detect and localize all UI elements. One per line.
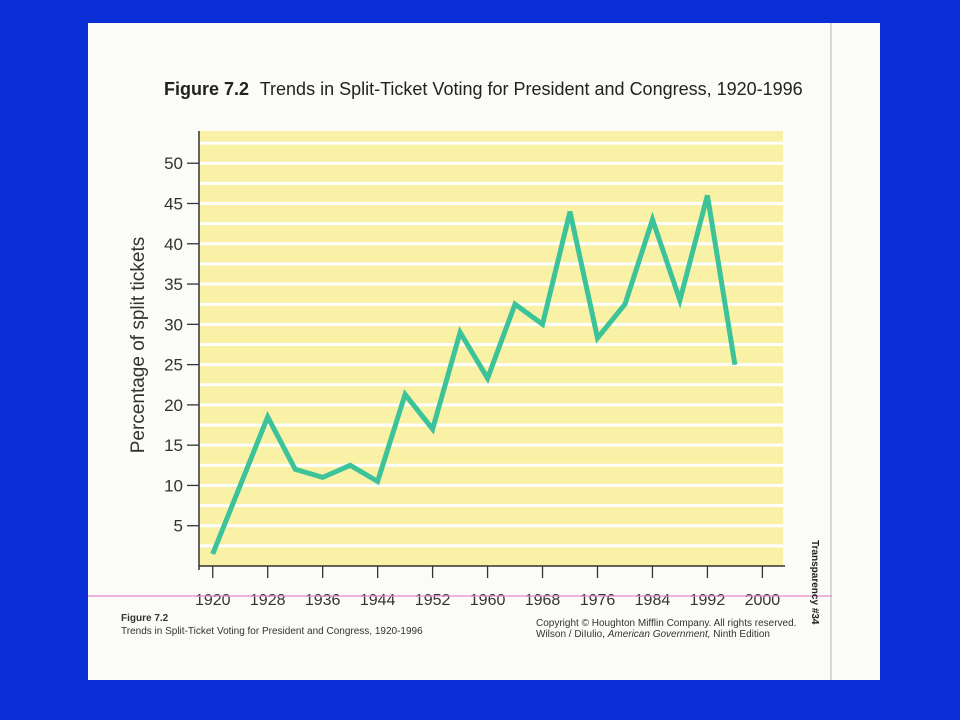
data-point xyxy=(404,393,406,395)
data-point xyxy=(569,211,571,213)
citation-edition: Ninth Edition xyxy=(713,629,770,640)
data-point xyxy=(432,428,434,430)
figure-title: Figure 7.2 Trends in Split-Ticket Voting… xyxy=(164,79,803,100)
data-point xyxy=(459,331,461,333)
x-tick-label: 1920 xyxy=(195,592,231,609)
x-tick-label: 1960 xyxy=(470,592,506,609)
x-tick-label: 1976 xyxy=(580,592,616,609)
citation-line: Wilson / DiIulio, American Government, N… xyxy=(536,629,796,640)
data-point xyxy=(267,416,269,418)
caption-text: Trends in Split-Ticket Voting for Presid… xyxy=(121,626,423,637)
data-point xyxy=(212,553,214,555)
x-tick-label: 1928 xyxy=(250,592,286,609)
y-tick-label: 30 xyxy=(164,315,183,334)
x-tick-label: 2000 xyxy=(745,592,781,609)
data-point xyxy=(322,476,324,478)
caption-number: Figure 7.2 xyxy=(121,613,169,624)
data-point xyxy=(734,364,736,366)
x-tick-label: 1968 xyxy=(525,592,561,609)
y-tick-label: 35 xyxy=(164,275,183,294)
sheet-edge xyxy=(830,23,832,680)
data-point xyxy=(596,337,598,339)
data-point xyxy=(542,323,544,325)
y-tick-label: 45 xyxy=(164,195,183,214)
x-tick-label: 1984 xyxy=(635,592,671,609)
data-point xyxy=(294,468,296,470)
y-tick-label: 20 xyxy=(164,396,183,415)
y-tick-label: 5 xyxy=(174,517,183,536)
data-point xyxy=(679,299,681,301)
citation-book: American Government, xyxy=(607,629,711,640)
figure-title-text: Trends in Split-Ticket Voting for Presid… xyxy=(259,79,803,99)
y-axis-label: Percentage of split tickets xyxy=(128,237,149,454)
figure-caption: Figure 7.2 Trends in Split-Ticket Voting… xyxy=(121,612,423,638)
x-tick-label: 1992 xyxy=(690,592,726,609)
copyright-line: Copyright © Houghton Mifflin Company. Al… xyxy=(536,618,797,629)
data-point xyxy=(651,219,653,221)
x-tick-label: 1936 xyxy=(305,592,341,609)
y-tick-label: 50 xyxy=(164,154,183,173)
figure-number: Figure 7.2 xyxy=(164,79,250,99)
data-point xyxy=(377,480,379,482)
data-point xyxy=(624,303,626,305)
transparency-label: Transparency #34 xyxy=(809,540,820,625)
x-tick-label: 1952 xyxy=(415,592,451,609)
data-point xyxy=(349,464,351,466)
x-tick-label: 1944 xyxy=(360,592,396,609)
data-point xyxy=(487,377,489,379)
y-tick-label: 15 xyxy=(164,436,183,455)
data-point xyxy=(706,194,708,196)
plot-area xyxy=(199,131,783,566)
citation-authors: Wilson / DiIulio, xyxy=(536,629,605,640)
data-point xyxy=(514,303,516,305)
y-tick-label: 10 xyxy=(164,476,183,495)
y-tick-label: 40 xyxy=(164,235,183,254)
copyright-notice: Copyright © Houghton Mifflin Company. Al… xyxy=(536,618,796,640)
y-tick-label: 25 xyxy=(164,356,183,375)
